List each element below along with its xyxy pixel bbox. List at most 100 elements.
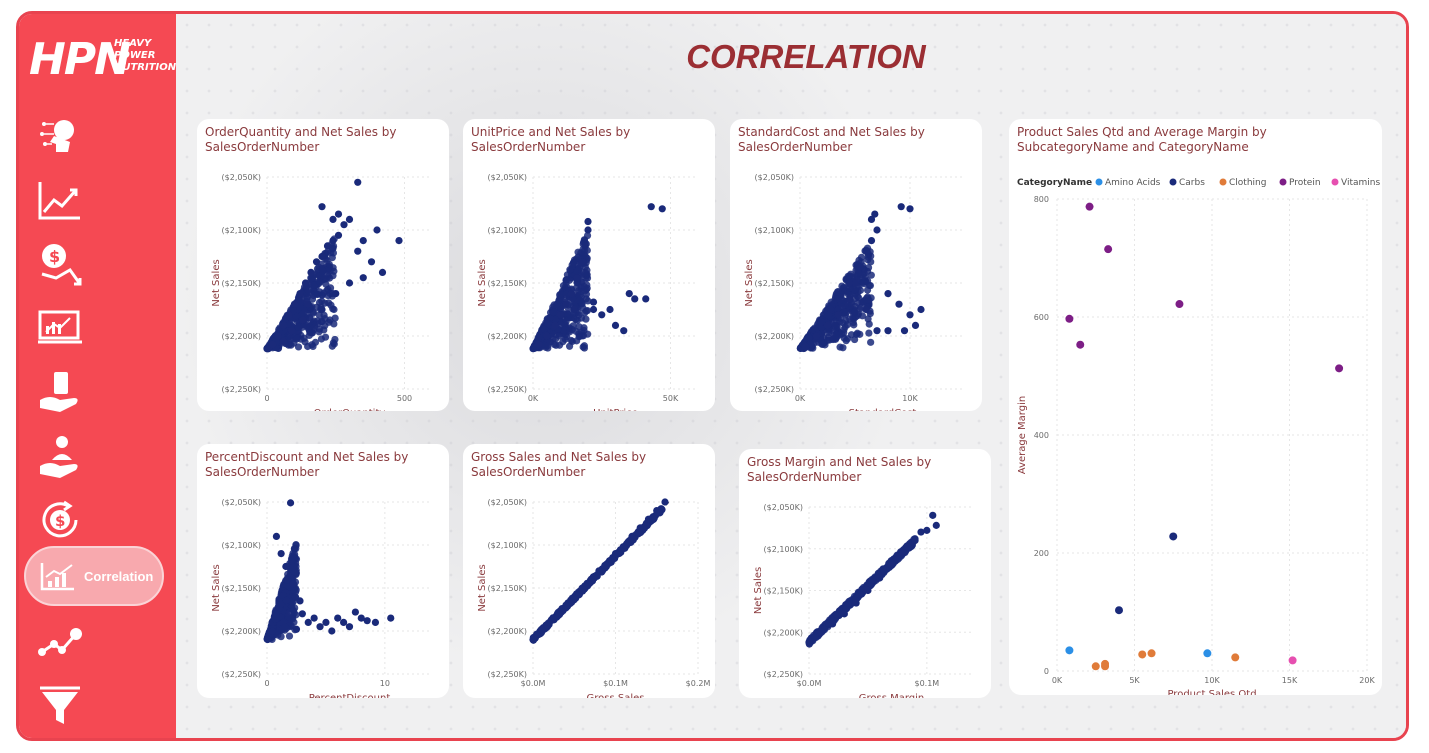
data-point xyxy=(272,611,280,620)
growth-chart-icon[interactable] xyxy=(28,174,92,226)
data-point xyxy=(545,618,554,626)
data-point xyxy=(277,550,285,558)
data-point xyxy=(823,321,832,329)
data-point xyxy=(817,318,826,326)
data-point xyxy=(345,623,354,631)
data-point xyxy=(582,285,591,294)
hand-cash-icon[interactable] xyxy=(28,366,92,418)
data-point xyxy=(290,300,299,308)
ai-head-icon[interactable] xyxy=(28,110,92,162)
data-point xyxy=(899,549,907,557)
data-point xyxy=(318,267,327,275)
data-point xyxy=(543,332,551,340)
data-point xyxy=(272,532,281,540)
data-point xyxy=(550,614,558,622)
legend-item[interactable]: Amino Acids xyxy=(1105,178,1161,188)
data-point xyxy=(351,608,359,616)
x-axis-title: Product Sales Qtd xyxy=(1167,689,1256,695)
data-point xyxy=(644,515,653,523)
y-tick-label: ($2,100K) xyxy=(755,226,794,235)
data-point xyxy=(841,323,849,331)
y-tick-label: ($2,150K) xyxy=(488,279,527,288)
chart-card-product-sales-margin[interactable]: Product Sales Qtd and Average Margin by … xyxy=(1009,119,1382,695)
data-point xyxy=(845,295,854,303)
data-point xyxy=(897,203,905,211)
data-point xyxy=(296,597,304,605)
data-point xyxy=(316,623,324,631)
data-point xyxy=(288,555,296,563)
data-point xyxy=(307,274,315,283)
x-tick-label: 0 xyxy=(264,394,269,403)
percentdiscount-scatter: ($2,050K) ($2,100K) ($2,150K) ($2,200K) ($2,… xyxy=(211,498,432,698)
chart-title: Gross Sales and Net Sales by SalesOrderN… xyxy=(471,450,647,479)
y-tick-label: ($2,250K) xyxy=(764,670,803,679)
y-axis-title: Net Sales xyxy=(753,567,764,614)
chart-card-percentdiscount[interactable]: PercentDiscount and Net Sales by SalesOr… xyxy=(197,444,449,698)
y-tick-label: ($2,050K) xyxy=(488,173,527,182)
chart-title: UnitPrice and Net Sales by SalesOrderNum… xyxy=(471,125,631,154)
data-point xyxy=(289,606,298,615)
data-point xyxy=(575,323,583,331)
data-point xyxy=(884,290,892,298)
chart-card-orderquantity[interactable]: OrderQuantity and Net Sales by SalesOrde… xyxy=(197,119,449,411)
data-point xyxy=(321,299,329,307)
data-point xyxy=(865,296,873,304)
data-point xyxy=(1203,649,1212,658)
legend-marker xyxy=(1331,178,1339,186)
data-point xyxy=(856,591,864,599)
legend-item[interactable]: Vitamins xyxy=(1341,178,1380,188)
data-point xyxy=(911,536,919,544)
data-point xyxy=(304,300,312,308)
chart-card-standardcost[interactable]: StandardCost and Net Sales by SalesOrder… xyxy=(730,119,982,411)
data-point xyxy=(862,247,870,255)
data-point xyxy=(598,311,606,319)
data-point xyxy=(906,311,914,319)
data-point xyxy=(301,279,310,287)
funnel-icon[interactable] xyxy=(28,680,92,732)
network-icon[interactable] xyxy=(28,616,92,668)
y-tick-label: ($2,150K) xyxy=(764,587,803,596)
data-point xyxy=(340,221,348,229)
chart-card-grossmargin[interactable]: Gross Margin and Net Sales by SalesOrder… xyxy=(739,449,991,698)
y-tick-label: 800 xyxy=(1034,195,1049,204)
data-point xyxy=(290,545,299,553)
y-axis-title: Net Sales xyxy=(211,259,222,306)
legend-item[interactable]: Carbs xyxy=(1179,178,1205,188)
data-point xyxy=(856,305,864,313)
legend-item[interactable]: Protein xyxy=(1289,178,1321,188)
data-point xyxy=(304,618,312,626)
x-tick-label: 0K xyxy=(1052,676,1063,685)
x-axis-title: UnitPrice xyxy=(593,408,638,411)
nav-correlation-button[interactable]: Correlation xyxy=(24,546,164,606)
hand-person-icon[interactable] xyxy=(28,430,92,482)
data-point xyxy=(345,215,354,223)
x-tick-label: 500 xyxy=(397,394,412,403)
chart-card-unitprice[interactable]: UnitPrice and Net Sales by SalesOrderNum… xyxy=(463,119,715,411)
x-tick-label: 0 xyxy=(264,679,269,688)
x-tick-label: 10 xyxy=(380,679,390,688)
grossmargin-scatter: ($2,050K) ($2,100K) ($2,150K) ($2,200K) ($2,… xyxy=(753,503,974,698)
y-tick-label: ($2,050K) xyxy=(222,173,261,182)
data-point xyxy=(602,561,610,569)
data-point xyxy=(1101,659,1110,668)
data-point xyxy=(546,338,554,346)
data-point xyxy=(642,295,650,303)
data-point xyxy=(371,618,380,626)
data-point xyxy=(658,205,666,213)
data-point xyxy=(538,626,546,635)
chart-card-grosssales[interactable]: Gross Sales and Net Sales by SalesOrderN… xyxy=(463,444,715,698)
legend-item[interactable]: Clothing xyxy=(1229,178,1266,188)
data-point xyxy=(636,524,644,532)
money-down-icon[interactable]: $ xyxy=(28,238,92,290)
y-tick-label: ($2,250K) xyxy=(222,385,261,394)
data-point xyxy=(334,231,343,239)
data-point xyxy=(550,301,558,309)
chart-title: PercentDiscount and Net Sales by SalesOr… xyxy=(205,450,409,479)
data-point xyxy=(873,226,881,234)
data-point xyxy=(310,281,318,289)
report-frame: HPN HEAVY POWER NUTRITION $ $ xyxy=(16,11,1409,741)
dollar-cycle-icon[interactable]: $ xyxy=(28,494,92,546)
data-point xyxy=(559,326,568,334)
data-point xyxy=(581,242,589,250)
monitor-chart-icon[interactable] xyxy=(28,302,92,354)
